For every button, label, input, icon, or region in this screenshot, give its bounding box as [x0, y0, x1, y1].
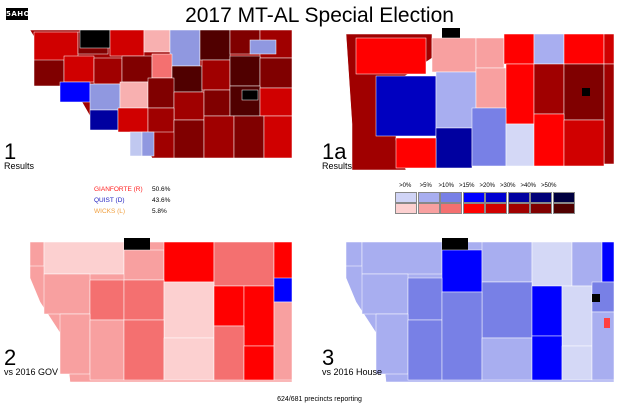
scale-label: >40% [520, 183, 536, 189]
panel-1a-number: 1a [322, 139, 347, 164]
scale-swatch-dem [440, 192, 462, 203]
logo: 5AHO [6, 8, 31, 20]
results-legend: GIANFORTE (R) 50.6% QUIST (D) 43.6% WICK… [94, 184, 170, 217]
scale-swatch-dem [552, 192, 575, 203]
margin-color-scale: >0% >5% >10% >15% >20% >30% >40% >50% [395, 183, 575, 214]
candidate-name: QUIST (D) [94, 197, 125, 204]
scale-label: >0% [399, 183, 412, 189]
scale-swatch-dem [462, 192, 485, 203]
scale-swatch-rep [462, 203, 485, 214]
scale-rep-row [395, 203, 575, 214]
scale-swatch-rep [552, 203, 575, 214]
panel-3-subtitle: vs 2016 House [322, 367, 383, 377]
map-results-county [30, 30, 292, 158]
scale-swatch-dem [507, 192, 530, 203]
scale-swatch-rep [485, 203, 507, 214]
scale-labels: >0% >5% >10% >15% >20% >30% >40% >50% [395, 183, 575, 189]
scale-label: >5% [419, 183, 432, 189]
scale-swatch-dem [485, 192, 507, 203]
panel-1-number: 1 [4, 139, 17, 164]
scale-label: >50% [540, 183, 557, 189]
scale-swatch-rep [395, 203, 417, 214]
candidate-name: GIANFORTE (R) [94, 186, 143, 193]
map-results-precinct [346, 28, 614, 170]
candidate-pct: 43.6% [152, 197, 171, 204]
panel-2-number: 2 [4, 345, 17, 370]
panel-1a-subtitle: Results [322, 161, 353, 171]
scale-swatch-dem [530, 192, 552, 203]
result-row-gianforte: GIANFORTE (R) 50.6% [94, 184, 170, 195]
scale-label: >20% [479, 183, 495, 189]
scale-swatch-rep [440, 203, 462, 214]
scale-swatch-rep [417, 203, 440, 214]
scale-swatch-rep [530, 203, 552, 214]
panel-3-number: 3 [322, 345, 335, 370]
scale-label: >30% [499, 183, 516, 189]
page-title: 2017 MT-AL Special Election [185, 4, 454, 27]
candidate-pct: 5.8% [152, 208, 167, 215]
panel-1-subtitle: Results [4, 161, 35, 171]
result-row-wicks: WICKS (L) 5.8% [94, 206, 170, 217]
scale-label: >10% [438, 183, 454, 189]
scale-swatch-dem [395, 192, 417, 203]
scale-swatch-rep [507, 203, 530, 214]
candidate-name: WICKS (L) [94, 208, 126, 215]
panel-2-subtitle: vs 2016 GOV [4, 367, 59, 377]
map-vs-2016-house [346, 238, 614, 382]
result-row-quist: QUIST (D) 43.6% [94, 195, 170, 206]
candidate-pct: 50.6% [152, 186, 171, 193]
scale-label: >15% [458, 183, 475, 189]
map-vs-2016-gov [30, 238, 292, 382]
scale-swatch-dem [417, 192, 440, 203]
scale-dem-row [395, 192, 575, 203]
precincts-reporting: 624/681 precincts reporting [277, 396, 362, 403]
